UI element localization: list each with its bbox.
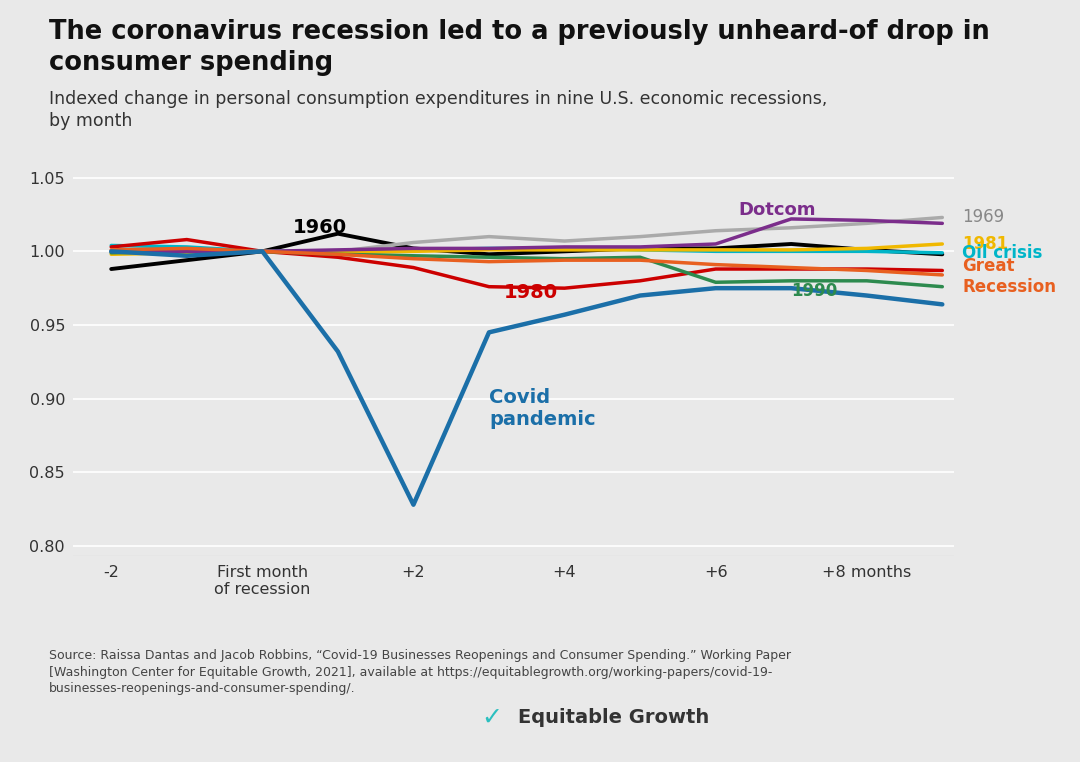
Text: 1990: 1990: [792, 282, 837, 300]
Text: 1960: 1960: [293, 218, 347, 237]
Text: Dotcom: Dotcom: [739, 201, 815, 219]
Text: ✓: ✓: [481, 706, 502, 730]
Text: Covid
pandemic: Covid pandemic: [489, 389, 595, 430]
Text: 1969: 1969: [962, 209, 1004, 226]
Text: Equitable Growth: Equitable Growth: [518, 709, 710, 727]
Text: Source: Raissa Dantas and Jacob Robbins, “Covid-19 Businesses Reopenings and Con: Source: Raissa Dantas and Jacob Robbins,…: [49, 649, 791, 695]
Text: 1981: 1981: [962, 235, 1009, 253]
Text: Indexed change in personal consumption expenditures in nine U.S. economic recess: Indexed change in personal consumption e…: [49, 90, 827, 130]
Text: Great
Recession: Great Recession: [962, 257, 1056, 296]
Text: The coronavirus recession led to a previously unheard-of drop in
consumer spendi: The coronavirus recession led to a previ…: [49, 19, 989, 76]
Text: 1980: 1980: [504, 283, 558, 302]
Text: Oil crisis: Oil crisis: [962, 244, 1042, 262]
